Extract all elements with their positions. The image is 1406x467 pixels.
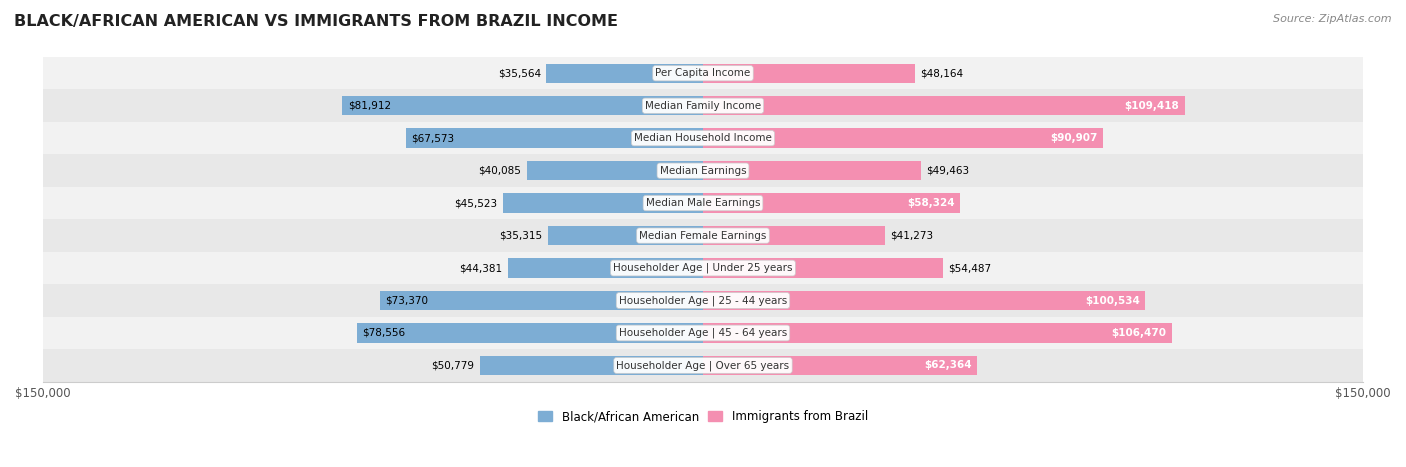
Bar bbox=[42, 187, 1364, 219]
Bar bbox=[508, 258, 703, 278]
Bar bbox=[42, 57, 1364, 90]
Bar bbox=[527, 161, 703, 180]
Text: $40,085: $40,085 bbox=[478, 166, 522, 176]
Bar bbox=[703, 193, 960, 213]
Text: $73,370: $73,370 bbox=[385, 296, 429, 305]
Text: Householder Age | 45 - 64 years: Householder Age | 45 - 64 years bbox=[619, 328, 787, 338]
Bar bbox=[703, 323, 1171, 343]
Text: $62,364: $62,364 bbox=[925, 361, 972, 370]
Bar bbox=[547, 226, 703, 245]
Legend: Black/African American, Immigrants from Brazil: Black/African American, Immigrants from … bbox=[533, 405, 873, 428]
Bar bbox=[42, 349, 1364, 382]
Text: Householder Age | Under 25 years: Householder Age | Under 25 years bbox=[613, 263, 793, 273]
Text: Source: ZipAtlas.com: Source: ZipAtlas.com bbox=[1274, 14, 1392, 24]
Text: $109,418: $109,418 bbox=[1125, 101, 1180, 111]
Bar bbox=[42, 122, 1364, 155]
Bar bbox=[703, 258, 943, 278]
Text: Median Family Income: Median Family Income bbox=[645, 101, 761, 111]
Bar bbox=[703, 356, 977, 375]
Text: $45,523: $45,523 bbox=[454, 198, 498, 208]
Text: $100,534: $100,534 bbox=[1085, 296, 1140, 305]
Text: $78,556: $78,556 bbox=[363, 328, 406, 338]
Text: $50,779: $50,779 bbox=[432, 361, 474, 370]
Bar bbox=[703, 128, 1104, 148]
Bar bbox=[42, 219, 1364, 252]
Bar bbox=[703, 96, 1185, 115]
Bar bbox=[380, 291, 703, 310]
Bar bbox=[703, 64, 915, 83]
Text: BLACK/AFRICAN AMERICAN VS IMMIGRANTS FROM BRAZIL INCOME: BLACK/AFRICAN AMERICAN VS IMMIGRANTS FRO… bbox=[14, 14, 619, 29]
Text: Householder Age | 25 - 44 years: Householder Age | 25 - 44 years bbox=[619, 295, 787, 306]
Bar bbox=[703, 226, 884, 245]
Text: $35,315: $35,315 bbox=[499, 231, 543, 241]
Text: $67,573: $67,573 bbox=[411, 133, 454, 143]
Bar bbox=[42, 252, 1364, 284]
Bar bbox=[405, 128, 703, 148]
Text: $49,463: $49,463 bbox=[927, 166, 969, 176]
Bar bbox=[42, 284, 1364, 317]
Bar bbox=[479, 356, 703, 375]
Text: Median Earnings: Median Earnings bbox=[659, 166, 747, 176]
Bar bbox=[703, 291, 1146, 310]
Text: $48,164: $48,164 bbox=[921, 68, 963, 78]
Text: $35,564: $35,564 bbox=[498, 68, 541, 78]
Text: $44,381: $44,381 bbox=[460, 263, 502, 273]
Bar bbox=[42, 317, 1364, 349]
Text: $54,487: $54,487 bbox=[948, 263, 991, 273]
Text: $58,324: $58,324 bbox=[907, 198, 955, 208]
Bar bbox=[343, 96, 703, 115]
Bar bbox=[357, 323, 703, 343]
Text: $90,907: $90,907 bbox=[1050, 133, 1098, 143]
Bar bbox=[703, 161, 921, 180]
Bar bbox=[42, 155, 1364, 187]
Text: $106,470: $106,470 bbox=[1111, 328, 1167, 338]
Text: $41,273: $41,273 bbox=[890, 231, 934, 241]
Bar bbox=[547, 64, 703, 83]
Text: Per Capita Income: Per Capita Income bbox=[655, 68, 751, 78]
Text: Median Female Earnings: Median Female Earnings bbox=[640, 231, 766, 241]
Bar bbox=[502, 193, 703, 213]
Text: Median Household Income: Median Household Income bbox=[634, 133, 772, 143]
Text: Householder Age | Over 65 years: Householder Age | Over 65 years bbox=[616, 360, 790, 371]
Bar bbox=[42, 90, 1364, 122]
Text: $81,912: $81,912 bbox=[347, 101, 391, 111]
Text: Median Male Earnings: Median Male Earnings bbox=[645, 198, 761, 208]
